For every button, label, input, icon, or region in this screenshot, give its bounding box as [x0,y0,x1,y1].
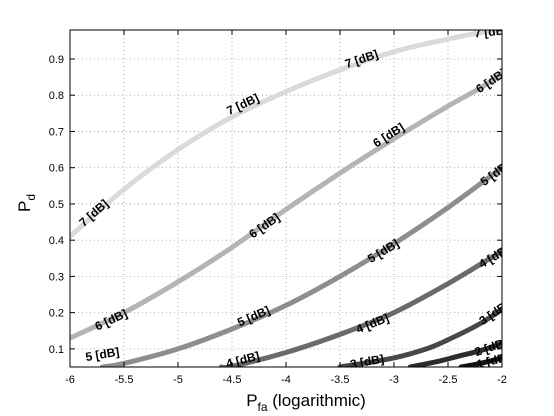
contour-line [337,306,502,367]
grid [70,30,502,367]
y-tick-label: 0.9 [49,54,64,66]
contour-line [458,355,502,367]
contour-label: 6 [dB] [473,65,509,96]
contour-label: 5 [dB] [365,236,401,266]
x-tick-label: -5 [173,374,183,386]
y-tick-label: 0.6 [49,163,64,175]
x-tick-label: -5.5 [115,374,134,386]
contour-line [99,165,502,367]
y-axis-label: Pd [15,194,38,212]
contour-label: 5 [dB] [478,157,514,188]
x-tick-label: -6 [65,374,75,386]
y-tick-label: 0.8 [49,90,64,102]
y-tick-label: 0.2 [49,308,64,320]
x-tick-label: -3 [389,374,399,386]
contour-label: 3 [dB] [349,352,385,371]
x-tick-label: -2.5 [439,374,458,386]
contour-label: 4 [dB] [354,311,391,337]
tick-marks [69,30,503,367]
contour-label: 5 [dB] [84,345,120,364]
contour-label: 7 [dB] [343,47,380,71]
y-tick-label: 0.1 [49,344,64,356]
y-tick-labels: 0.1 0.2 0.3 0.4 0.5 0.6 0.7 0.8 0.9 [49,54,64,356]
x-tick-label: -4 [281,374,291,386]
contour-labels: 7 [dB]7 [dB]7 [dB]7 [dB]6 [dB]6 [dB]6 [d… [76,23,514,371]
contour-label: 5 [dB] [235,303,272,329]
contour-line [70,30,502,239]
contour-lines [70,30,502,367]
x-axis-label: Pfa (logarithmic) [246,391,366,414]
x-tick-label: -4.5 [223,374,242,386]
contour-label: 3 [dB] [476,297,512,328]
x-tick-label: -2 [497,374,507,386]
contour-label: 6 [dB] [370,120,406,150]
y-tick-label: 0.4 [49,235,64,247]
contour-label: 4 [dB] [476,242,512,272]
y-tick-label: 0.3 [49,271,64,283]
y-tick-label: 0.5 [49,199,64,211]
x-tick-label: -3.5 [331,374,350,386]
contour-label: 7 [dB] [76,197,111,230]
contour-label: 7 [dB] [474,23,509,41]
y-tick-label: 0.7 [49,126,64,138]
contour-line [70,71,502,341]
contour-label: 6 [dB] [246,210,282,241]
x-tick-labels: -6 -5.5 -5 -4.5 -4 -3.5 -3 -2.5 -2 [65,374,507,386]
contour-line [407,340,502,367]
contour-label: 6 [dB] [93,306,130,333]
